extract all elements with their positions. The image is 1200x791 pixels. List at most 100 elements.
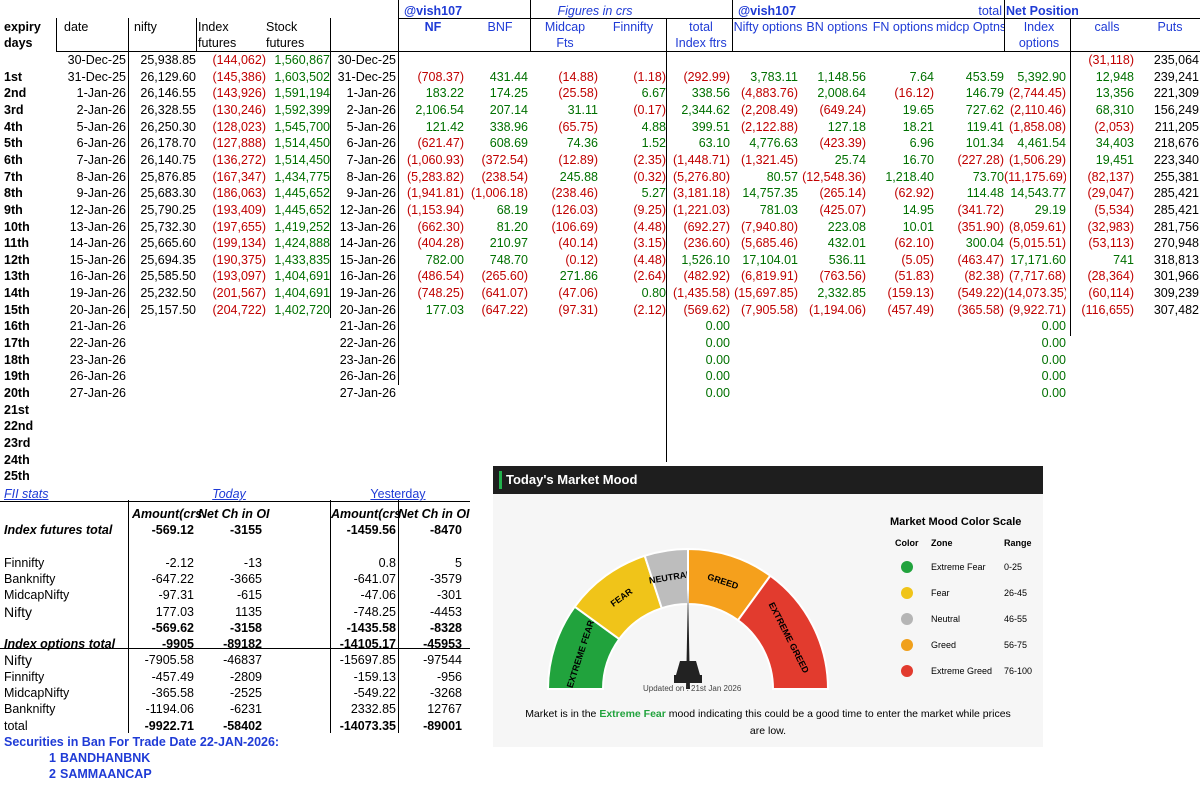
cell-idx <box>196 402 266 418</box>
cell-date: 22-Jan-26 <box>69 336 126 350</box>
scale-zone: Extreme Fear <box>931 562 986 572</box>
cell-nopt: (2,122.88) <box>741 119 798 134</box>
cell-mid: (238.46) <box>551 186 598 201</box>
col-nifty-options: Nifty options <box>733 20 803 34</box>
cell-date: 5-Jan-26 <box>76 119 126 134</box>
fii-label: Finnifty <box>4 555 45 570</box>
cell-date: 6-Jan-26 <box>76 136 126 151</box>
scale-zone: Greed <box>931 640 957 650</box>
cell-nf: (621.47) <box>417 136 464 151</box>
cell-fin: (4.48) <box>633 252 666 267</box>
cell-fnopt <box>866 335 934 351</box>
cell-iopt: 0.00 <box>1041 336 1066 350</box>
cell-fnopt: (51.83) <box>894 269 934 284</box>
cell-fin <box>600 335 666 351</box>
cell-day: 2nd <box>4 86 27 101</box>
cell-idx: (199,134) <box>212 236 266 251</box>
grid-hline <box>398 18 1200 19</box>
cell-nf <box>398 402 464 418</box>
cell-calls <box>1070 335 1134 351</box>
cell-stock: 1,514,450 <box>274 152 330 167</box>
col-calls: calls <box>1094 20 1120 34</box>
cell-stock <box>266 418 330 434</box>
fii-yday-amount: 0.8 <box>378 555 396 570</box>
fii-yday-amount: -1459.56 <box>346 523 396 537</box>
cell-stock: 1,424,888 <box>274 236 330 251</box>
scale-color-dot <box>901 665 913 677</box>
cell-date: 30-Dec-25 <box>67 53 126 67</box>
cell-date: 20-Jan-26 <box>69 302 126 317</box>
cell-iopt: 4,461.54 <box>1017 136 1066 151</box>
fii-today-oi: -58402 <box>223 718 262 733</box>
cell-tot: (1,448.71) <box>673 152 730 167</box>
cell-mid: 31.11 <box>567 102 598 117</box>
cell-mdopt <box>936 402 1004 418</box>
cell-calls: 19,451 <box>1095 152 1134 167</box>
cell-calls <box>1070 402 1134 418</box>
cell-calls: 12,948 <box>1095 69 1134 84</box>
cell-nifty: 26,328.55 <box>140 102 196 117</box>
fii-today-oi: -3665 <box>230 571 262 586</box>
cell-puts <box>1136 385 1199 401</box>
cell-stock: 1,560,867 <box>274 53 330 67</box>
cell-date2: 2-Jan-26 <box>346 102 396 117</box>
cell-mdopt: 101.34 <box>965 136 1004 151</box>
cell-mdopt <box>936 368 1004 384</box>
cell-date2: 19-Jan-26 <box>339 286 396 301</box>
fii-yday-amount <box>330 538 396 554</box>
cell-date <box>56 402 126 418</box>
scale-zone: Fear <box>931 588 950 598</box>
handle-header-1: @vish107 <box>403 4 463 18</box>
cell-calls: (28,364) <box>1087 269 1134 284</box>
grid-hline <box>56 51 1200 52</box>
col-total: total <box>689 20 713 34</box>
cell-tot <box>668 435 730 451</box>
cell-bnf: 81.20 <box>496 219 528 234</box>
cell-iopt: 5,392.90 <box>1017 69 1066 84</box>
cell-date: 23-Jan-26 <box>69 352 126 367</box>
cell-bnf <box>466 318 528 334</box>
col-puts: Puts <box>1157 20 1183 34</box>
cell-date2: 31-Dec-25 <box>337 69 396 84</box>
fii-today-oi: -89182 <box>223 637 262 652</box>
fii-label: Banknifty <box>4 571 56 586</box>
cell-day: 13th <box>4 269 30 284</box>
cell-idx: (136,272) <box>212 152 266 167</box>
cell-nopt: (7,905.58) <box>741 302 798 317</box>
cell-bnopt: (1,194.06) <box>809 302 866 317</box>
cell-nf: (1,060.93) <box>407 152 464 167</box>
col-nf: NF <box>424 20 442 34</box>
cell-puts <box>1136 402 1199 418</box>
fii-today-amount: -1194.06 <box>145 702 194 717</box>
cell-bnf <box>466 52 528 68</box>
fii-label: Finnifty <box>4 669 45 684</box>
grid-vline <box>732 0 733 18</box>
grid-vline <box>1004 18 1005 52</box>
cell-fnopt: 10.01 <box>902 219 934 234</box>
cell-date: 7-Jan-26 <box>76 152 126 167</box>
cell-iopt: 0.00 <box>1041 386 1066 400</box>
cell-iopt: 17,171.60 <box>1010 252 1066 267</box>
cell-fin <box>600 318 666 334</box>
fii-today-oi: -2809 <box>230 669 262 684</box>
cell-nf: (1,153.94) <box>407 202 464 217</box>
cell-nifty: 26,140.75 <box>140 152 196 167</box>
ban-index: 2 <box>49 767 56 781</box>
cell-date: 2-Jan-26 <box>76 102 126 117</box>
cell-nf: 2,106.54 <box>415 102 464 117</box>
cell-nf <box>398 52 464 68</box>
scale-zone: Extreme Greed <box>931 666 993 676</box>
col-date: date <box>64 20 89 34</box>
cell-idx: (201,567) <box>212 286 266 301</box>
cell-mid: (40.14) <box>558 236 598 251</box>
cell-bnf: 748.70 <box>489 252 528 267</box>
cell-mid: 245.88 <box>559 169 598 184</box>
cell-date: 9-Jan-26 <box>76 186 126 201</box>
cell-puts <box>1136 468 1199 484</box>
cell-mdopt: (82.38) <box>964 269 1004 284</box>
cell-date: 26-Jan-26 <box>69 369 126 384</box>
cell-fin <box>600 352 666 368</box>
cell-date <box>56 435 126 451</box>
cell-nf <box>398 368 464 384</box>
cell-puts: 309,239 <box>1153 286 1199 301</box>
